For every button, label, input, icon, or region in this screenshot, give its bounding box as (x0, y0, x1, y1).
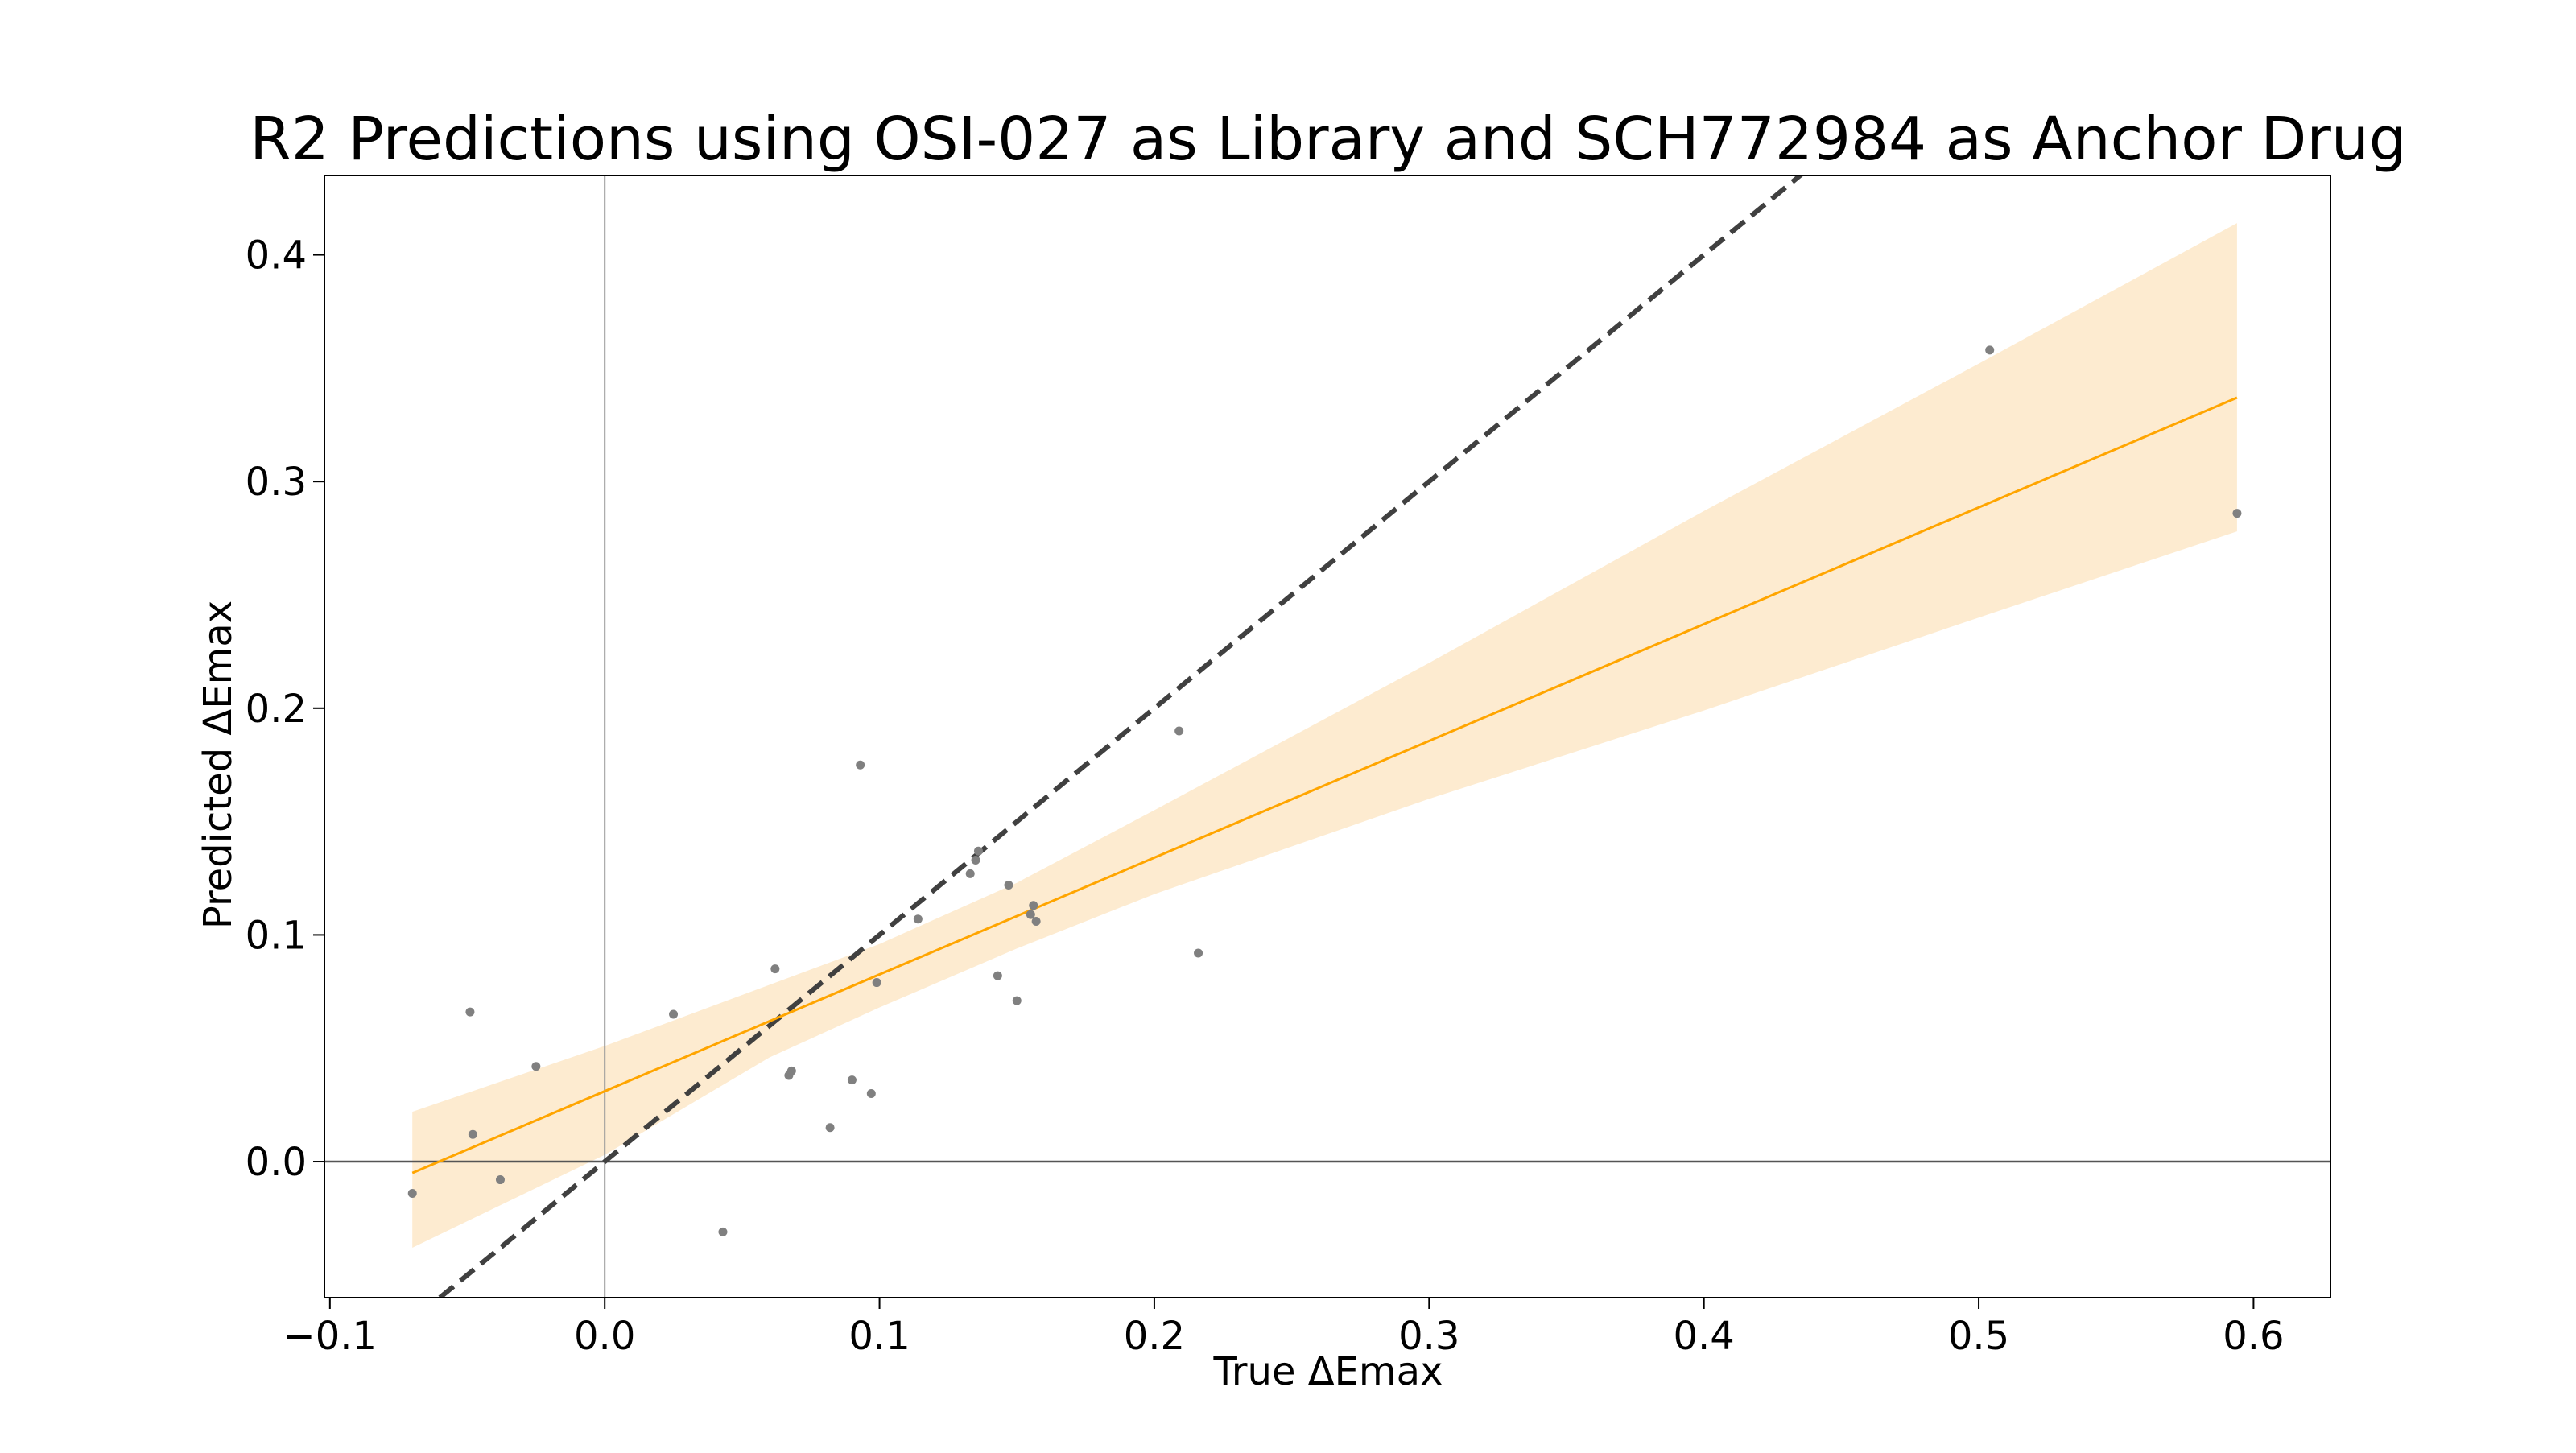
data-point (770, 964, 780, 974)
data-point (718, 1227, 728, 1236)
data-point (407, 1188, 417, 1198)
y-tick-label: 0.0 (246, 1140, 307, 1185)
confidence-band (412, 223, 2237, 1249)
data-point (786, 1066, 796, 1075)
y-tick-label: 0.4 (246, 233, 307, 279)
x-tick-label: 0.4 (1674, 1314, 1735, 1359)
y-tick-label: 0.2 (246, 687, 307, 732)
data-point (669, 1009, 679, 1019)
data-point (971, 855, 980, 865)
data-point (993, 971, 1002, 980)
data-point (825, 1123, 835, 1133)
y-axis-label: Predicted ΔEmax (196, 601, 241, 929)
y-tick-label: 0.1 (246, 913, 307, 958)
data-point (1194, 948, 1203, 958)
data-point (531, 1062, 541, 1071)
x-tick-label: 0.6 (2223, 1314, 2284, 1359)
x-tick-label: 0.3 (1398, 1314, 1459, 1359)
regression-line (411, 396, 2238, 1174)
x-tick-label: 0.2 (1124, 1314, 1185, 1359)
data-point (1026, 910, 1035, 919)
data-point (465, 1007, 475, 1017)
data-point (1985, 345, 1995, 355)
x-axis-label: True ΔEmax (1213, 1349, 1443, 1394)
chart-title: R2 Predictions using OSI-027 as Library … (250, 105, 2406, 174)
data-point (2232, 509, 2242, 518)
data-point (856, 760, 865, 770)
data-point (913, 914, 923, 924)
data-point (847, 1075, 857, 1085)
data-point (1031, 917, 1041, 927)
x-tick-label: −0.1 (283, 1314, 378, 1359)
plot-frame (324, 175, 2331, 1298)
data-point (866, 1089, 876, 1099)
data-point (1012, 996, 1022, 1005)
data-point (495, 1175, 505, 1185)
data-point (973, 846, 983, 856)
x-tick-label: 0.1 (848, 1314, 910, 1359)
y-tick-label: 0.3 (246, 460, 307, 505)
data-point (1029, 901, 1038, 910)
x-tick-label: 0.5 (1948, 1314, 2009, 1359)
data-point (468, 1129, 477, 1139)
data-point (965, 869, 975, 878)
identity-line (438, 175, 1804, 1298)
data-point (1174, 726, 1184, 736)
data-point (872, 978, 881, 988)
data-point (1004, 880, 1013, 890)
x-tick-label: 0.0 (574, 1314, 635, 1359)
